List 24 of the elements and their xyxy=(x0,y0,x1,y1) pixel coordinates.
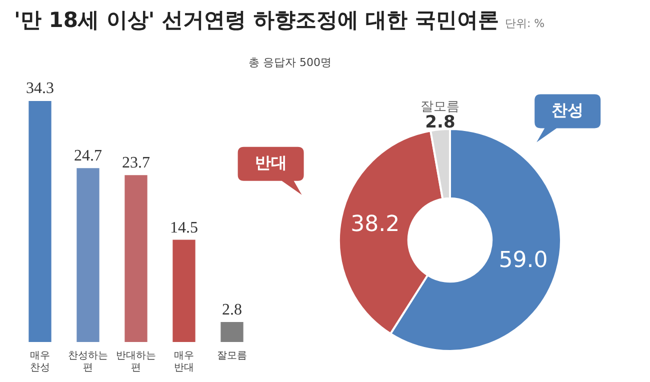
x-tick-label: 찬성하는 편 xyxy=(68,350,108,374)
chart-title: '만 18세 이상' 선거연령 하향조정에 대한 국민여론 xyxy=(14,8,499,32)
bar xyxy=(28,101,52,342)
x-tick-label: 매우 반대 xyxy=(174,350,194,374)
bar xyxy=(76,168,100,342)
bar xyxy=(172,240,196,342)
data-label: 23.7 xyxy=(122,154,150,172)
data-label: 34.3 xyxy=(26,80,54,98)
x-tick-label: 매우 찬성 xyxy=(30,350,50,374)
x-tick-label: 반대하는 편 xyxy=(116,350,156,374)
data-label: 14.5 xyxy=(170,219,198,236)
x-tick-label: 잘모름 xyxy=(217,350,247,362)
text: 단위: % xyxy=(504,17,545,30)
slice-label: 잘모름 xyxy=(420,99,460,114)
data-label: 2.8 xyxy=(425,112,456,132)
slice-label: 찬성 xyxy=(552,100,584,120)
data-label: 59.0 xyxy=(498,248,548,274)
text: 총 응답자 500명 xyxy=(248,55,332,70)
bar xyxy=(124,175,148,342)
slice-label: 반대 xyxy=(254,152,287,172)
bar xyxy=(220,322,244,342)
data-label: 2.8 xyxy=(222,302,242,319)
data-label: 38.2 xyxy=(350,212,400,237)
data-label: 24.7 xyxy=(74,148,102,165)
